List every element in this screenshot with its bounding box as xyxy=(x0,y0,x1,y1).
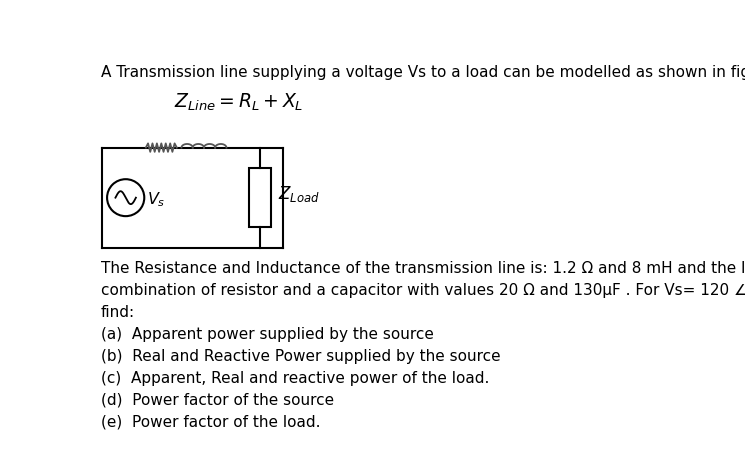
Text: $Z_\mathit{Line} = R_L + X_L$: $Z_\mathit{Line} = R_L + X_L$ xyxy=(174,91,304,113)
Text: (a)  Apparent power supplied by the source: (a) Apparent power supplied by the sourc… xyxy=(101,327,434,342)
Text: A Transmission line supplying a voltage Vs to a load can be modelled as shown in: A Transmission line supplying a voltage … xyxy=(101,65,745,80)
Bar xyxy=(249,168,270,227)
Text: (c)  Apparent, Real and reactive power of the load.: (c) Apparent, Real and reactive power of… xyxy=(101,370,489,385)
Text: (b)  Real and Reactive Power supplied by the source: (b) Real and Reactive Power supplied by … xyxy=(101,349,501,364)
Text: combination of resistor and a capacitor with values 20 Ω and 130μF . For Vs= 120: combination of resistor and a capacitor … xyxy=(101,283,745,298)
Text: $Z_\mathit{Load}$: $Z_\mathit{Load}$ xyxy=(279,184,320,204)
Text: (e)  Power factor of the load.: (e) Power factor of the load. xyxy=(101,414,320,429)
Text: $V_s$: $V_s$ xyxy=(148,190,166,209)
Text: find:: find: xyxy=(101,305,135,320)
Text: The Resistance and Inductance of the transmission line is: 1.2 Ω and 8 mH and th: The Resistance and Inductance of the tra… xyxy=(101,261,745,276)
Text: (d)  Power factor of the source: (d) Power factor of the source xyxy=(101,393,334,407)
